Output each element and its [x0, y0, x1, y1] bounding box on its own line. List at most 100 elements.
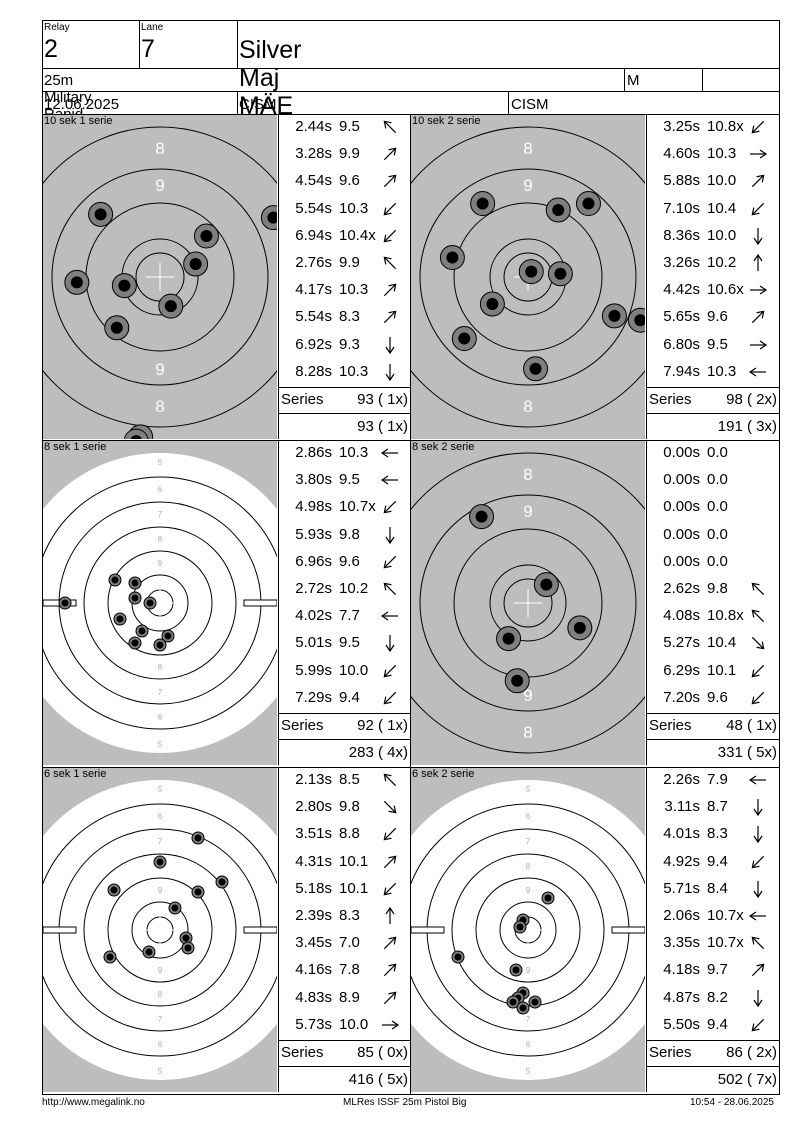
shot-score: 0.0 [707, 444, 728, 461]
shot-score: 9.5 [339, 471, 360, 489]
shot-row: 5.01s 9.5 [279, 629, 409, 656]
shot-time: 5.54s [295, 308, 332, 326]
direction-arrow-icon [385, 635, 395, 653]
shot-row: 0.00s 0.0 [647, 466, 778, 493]
shot-score: 9.5 [707, 335, 728, 353]
series-label: Series [281, 717, 324, 734]
shot-time: 4.08s [663, 607, 700, 625]
shot-row: 3.28s 9.9 [279, 140, 409, 167]
shot-score: 0.0 [707, 471, 728, 489]
direction-arrow-icon [751, 664, 765, 678]
shot-time: 2.44s [295, 118, 332, 135]
shot-row: 4.02s 7.7 [279, 602, 409, 629]
running-total: 331 ( 5x) [717, 744, 777, 761]
direction-arrow-icon [747, 497, 769, 517]
direction-arrow-icon [383, 120, 397, 134]
shot-score: 9.5 [339, 634, 360, 652]
direction-arrow-icon [383, 882, 397, 896]
shot-row: 4.31s 10.1 [279, 848, 409, 875]
shot-score: 10.8x [707, 607, 744, 625]
shot-row: 2.13s 8.5 [279, 766, 409, 793]
shot-time: 6.94s [295, 226, 332, 244]
shot-row: 2.72s 10.2 [279, 575, 409, 602]
shot-time: 2.72s [295, 580, 332, 597]
shot-time: 0.00s [663, 525, 700, 543]
shot-time: 5.88s [663, 172, 700, 190]
svg-text:6: 6 [158, 713, 163, 722]
shot-time: 6.96s [295, 552, 332, 570]
shot-score: 8.3 [707, 825, 728, 843]
svg-text:9: 9 [526, 966, 531, 975]
direction-arrow-icon [751, 609, 765, 623]
shot-direction [747, 303, 773, 330]
svg-text:6: 6 [158, 812, 163, 821]
shot-score: 7.9 [707, 771, 728, 788]
shot-direction [379, 629, 405, 656]
direction-arrow-icon [748, 775, 766, 785]
shot-direction [747, 629, 773, 656]
shot-direction [747, 113, 773, 140]
shot-score: 0.0 [707, 525, 728, 543]
footer-url[interactable]: http://www.megalink.no [42, 1097, 145, 1108]
shot-time: 3.11s [664, 798, 700, 816]
direction-arrow-icon [383, 174, 397, 188]
shot-row: 4.60s 10.3 [647, 140, 778, 167]
direction-arrow-icon [380, 475, 398, 485]
shot-direction [379, 984, 405, 1011]
direction-arrow-icon [383, 283, 397, 297]
shot-time: 2.80s [295, 798, 332, 816]
shot-direction [379, 848, 405, 875]
direction-arrow-icon [747, 525, 769, 545]
series-title: 10 sek 1 serie [44, 115, 113, 127]
shot-direction [379, 140, 405, 167]
shot-row: 4.08s 10.8x [647, 602, 778, 629]
shot-direction [379, 195, 405, 222]
svg-text:8: 8 [523, 723, 532, 742]
shot-score: 9.8 [707, 580, 728, 597]
shot-score: 10.4 [707, 199, 737, 217]
shot-time: 4.87s [663, 988, 700, 1006]
shot-direction [747, 521, 773, 548]
shot-time: 5.71s [663, 879, 700, 897]
shot-score: 7.7 [339, 607, 360, 625]
shot-score: 0.0 [707, 552, 728, 570]
shot-time: 6.80s [663, 335, 700, 353]
shot-score: 8.8 [339, 825, 360, 843]
series-title: 6 sek 1 serie [44, 768, 107, 780]
shot-time: 4.31s [295, 852, 332, 870]
shot-row: 7.94s 10.3 [647, 358, 778, 385]
shot-time: 3.51s [295, 825, 332, 843]
direction-arrow-icon [383, 936, 397, 950]
shot-score: 9.6 [339, 552, 360, 570]
direction-arrow-icon [751, 691, 765, 705]
shot-direction [379, 167, 405, 194]
shot-time: 3.80s [295, 471, 332, 489]
shot-score: 10.4 [707, 634, 737, 652]
svg-text:9: 9 [158, 559, 163, 568]
direction-arrow-icon [751, 936, 765, 950]
target-panel: 55667788998 sek 1 serie [43, 441, 277, 765]
svg-text:7: 7 [526, 837, 531, 846]
svg-text:8: 8 [523, 397, 532, 416]
shot-score: 10.1 [339, 852, 369, 870]
direction-arrow-icon [383, 582, 397, 596]
shot-direction [379, 602, 405, 629]
shot-row: 5.99s 10.0 [279, 657, 409, 684]
direction-arrow-icon [747, 552, 769, 572]
shot-row: 6.92s 9.3 [279, 331, 409, 358]
svg-text:5: 5 [526, 1067, 531, 1076]
svg-text:8: 8 [155, 139, 164, 158]
shot-score: 9.4 [707, 1015, 728, 1033]
direction-arrow-icon [383, 691, 397, 705]
shot-row: 4.16s 7.8 [279, 956, 409, 983]
shot-row: 0.00s 0.0 [647, 521, 778, 548]
shot-direction [379, 222, 405, 249]
direction-arrow-icon [385, 336, 395, 354]
shot-time: 4.98s [295, 498, 332, 516]
svg-text:5: 5 [158, 740, 163, 749]
shot-time: 5.93s [295, 525, 332, 543]
direction-arrow-icon [383, 202, 397, 216]
shot-direction [747, 820, 773, 847]
shot-row: 4.92s 9.4 [647, 848, 778, 875]
shot-direction [379, 466, 405, 493]
